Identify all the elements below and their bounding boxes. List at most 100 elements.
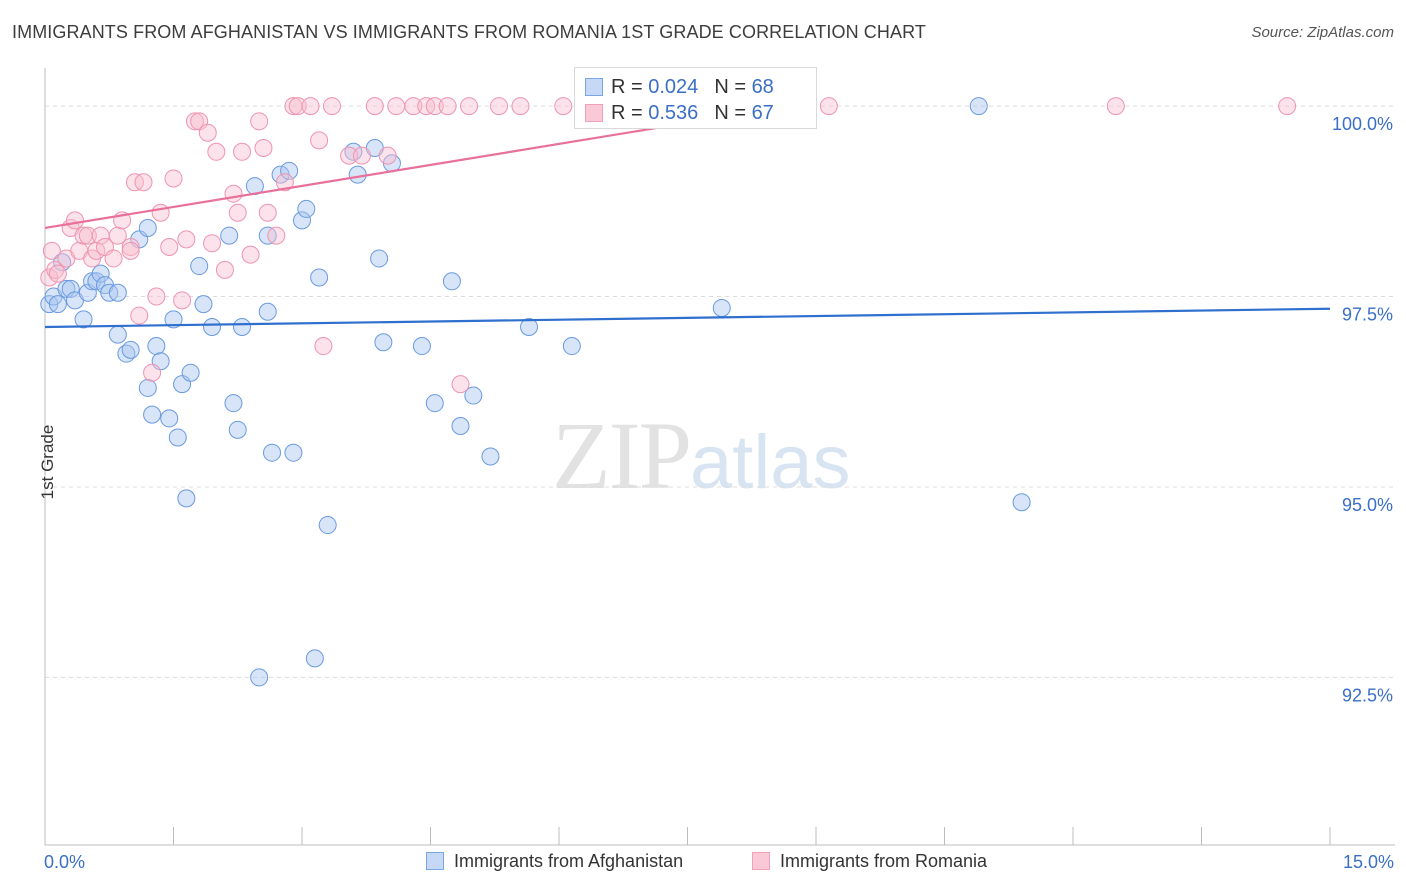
afghanistan-point bbox=[712, 298, 731, 317]
axes bbox=[44, 68, 1395, 846]
romania-point bbox=[164, 169, 183, 188]
romania-point bbox=[185, 112, 204, 131]
romania-point bbox=[275, 173, 294, 192]
legend-swatch-afghanistan bbox=[585, 78, 603, 96]
romania-point bbox=[310, 131, 329, 150]
afghanistan-point bbox=[1012, 493, 1031, 512]
afghanistan-point bbox=[108, 283, 127, 302]
romania-point bbox=[78, 226, 97, 245]
romania-point bbox=[228, 203, 247, 222]
romania-point bbox=[314, 337, 333, 356]
romania-point bbox=[819, 97, 838, 116]
romania-point bbox=[378, 146, 397, 165]
legend-r-label: R = bbox=[611, 102, 649, 124]
legend-swatch-romania bbox=[585, 104, 603, 122]
afghanistan-point bbox=[48, 295, 67, 314]
romania-point bbox=[42, 241, 61, 260]
legend-n-value: 68 bbox=[751, 76, 774, 98]
afghanistan-trend-line bbox=[44, 307, 1331, 329]
chart-title: IMMIGRANTS FROM AFGHANISTAN VS IMMIGRANT… bbox=[12, 22, 926, 42]
romania-point bbox=[233, 142, 252, 161]
afghanistan-point bbox=[61, 279, 80, 298]
romania-point bbox=[224, 184, 243, 203]
afghanistan-point bbox=[451, 417, 470, 436]
afghanistan-point bbox=[297, 199, 316, 218]
x-min-label: 0.0% bbox=[44, 852, 86, 872]
romania-point bbox=[1278, 97, 1297, 116]
romania-point bbox=[207, 142, 226, 161]
legend-r-label: R = bbox=[611, 76, 649, 98]
romania-point bbox=[143, 363, 162, 382]
afghanistan-point bbox=[194, 295, 213, 314]
gridlines bbox=[45, 105, 1395, 678]
romania-point bbox=[177, 230, 196, 249]
afghanistan-point bbox=[412, 337, 431, 356]
romania-point bbox=[48, 264, 67, 283]
afghanistan-point bbox=[280, 161, 299, 180]
series-legend: Immigrants from Afghanistan Immigrants f… bbox=[0, 851, 1406, 877]
romania-point bbox=[147, 287, 166, 306]
afghanistan-point bbox=[220, 226, 239, 245]
series-label-afghanistan: Immigrants from Afghanistan bbox=[454, 851, 684, 871]
afghanistan-point bbox=[74, 310, 93, 329]
romania-point bbox=[250, 112, 269, 131]
afghanistan-point bbox=[464, 386, 483, 405]
romania-point bbox=[134, 173, 153, 192]
y-tick-label: 97.5% bbox=[1342, 305, 1393, 325]
y-tick-label: 100.0% bbox=[1332, 114, 1393, 134]
watermark-atlas: atlas bbox=[690, 420, 851, 505]
afghanistan-point bbox=[228, 420, 247, 439]
afghanistan-point bbox=[284, 443, 303, 462]
romania-point bbox=[322, 97, 341, 116]
correlation-legend: R = 0.024 N = 68 R = 0.536 N = 67 bbox=[574, 67, 817, 129]
data-points bbox=[40, 97, 1297, 687]
romania-point bbox=[121, 241, 140, 260]
y-axis-label: 1st Grade bbox=[38, 424, 57, 500]
afghanistan-point bbox=[181, 363, 200, 382]
romania-point bbox=[301, 97, 320, 116]
afghanistan-point bbox=[520, 318, 539, 336]
romania-point bbox=[151, 203, 170, 222]
romania-point bbox=[425, 97, 444, 116]
afghanistan-point bbox=[121, 340, 140, 359]
romania-point bbox=[511, 97, 530, 116]
watermark: ZIPatlas bbox=[552, 400, 851, 511]
romania-point bbox=[203, 234, 222, 253]
watermark-zip: ZIP bbox=[552, 402, 692, 509]
romania-point bbox=[387, 97, 406, 116]
romania-point bbox=[352, 146, 371, 165]
afghanistan-point bbox=[233, 318, 252, 336]
legend-r-value: 0.536 bbox=[648, 102, 699, 124]
legend-row-afghanistan: R = 0.024 N = 68 bbox=[585, 76, 774, 100]
afghanistan-point bbox=[374, 333, 393, 352]
legend-r-value: 0.024 bbox=[648, 76, 699, 98]
romania-point bbox=[490, 97, 509, 116]
romania-point bbox=[254, 138, 273, 157]
afghanistan-point bbox=[190, 257, 209, 276]
romania-point bbox=[40, 268, 59, 287]
afghanistan-point bbox=[143, 405, 162, 424]
afghanistan-point bbox=[203, 318, 222, 336]
romania-point bbox=[1106, 97, 1125, 116]
afghanistan-point bbox=[168, 428, 187, 447]
romania-point bbox=[130, 306, 149, 325]
romania-point bbox=[121, 238, 140, 257]
romania-point bbox=[460, 97, 479, 116]
afghanistan-point bbox=[310, 268, 329, 287]
y-tick-labels: 92.5% 95.0% 97.5% 100.0% bbox=[1332, 114, 1393, 705]
romania-point bbox=[451, 375, 470, 394]
source-label: Source: ZipAtlas.com bbox=[1251, 24, 1394, 41]
x-max-label: 15.0% bbox=[1342, 852, 1394, 872]
afghanistan-point bbox=[138, 378, 157, 397]
romania-point bbox=[160, 238, 179, 257]
afghanistan-point bbox=[348, 165, 367, 184]
romania-point bbox=[365, 97, 384, 116]
afghanistan-point bbox=[224, 394, 243, 413]
afghanistan-point bbox=[318, 516, 337, 535]
afghanistan-point bbox=[263, 443, 282, 462]
afghanistan-point bbox=[258, 302, 277, 321]
romania-point bbox=[438, 97, 457, 116]
afghanistan-point bbox=[147, 337, 166, 356]
legend-row-romania: R = 0.536 N = 67 bbox=[585, 102, 774, 126]
